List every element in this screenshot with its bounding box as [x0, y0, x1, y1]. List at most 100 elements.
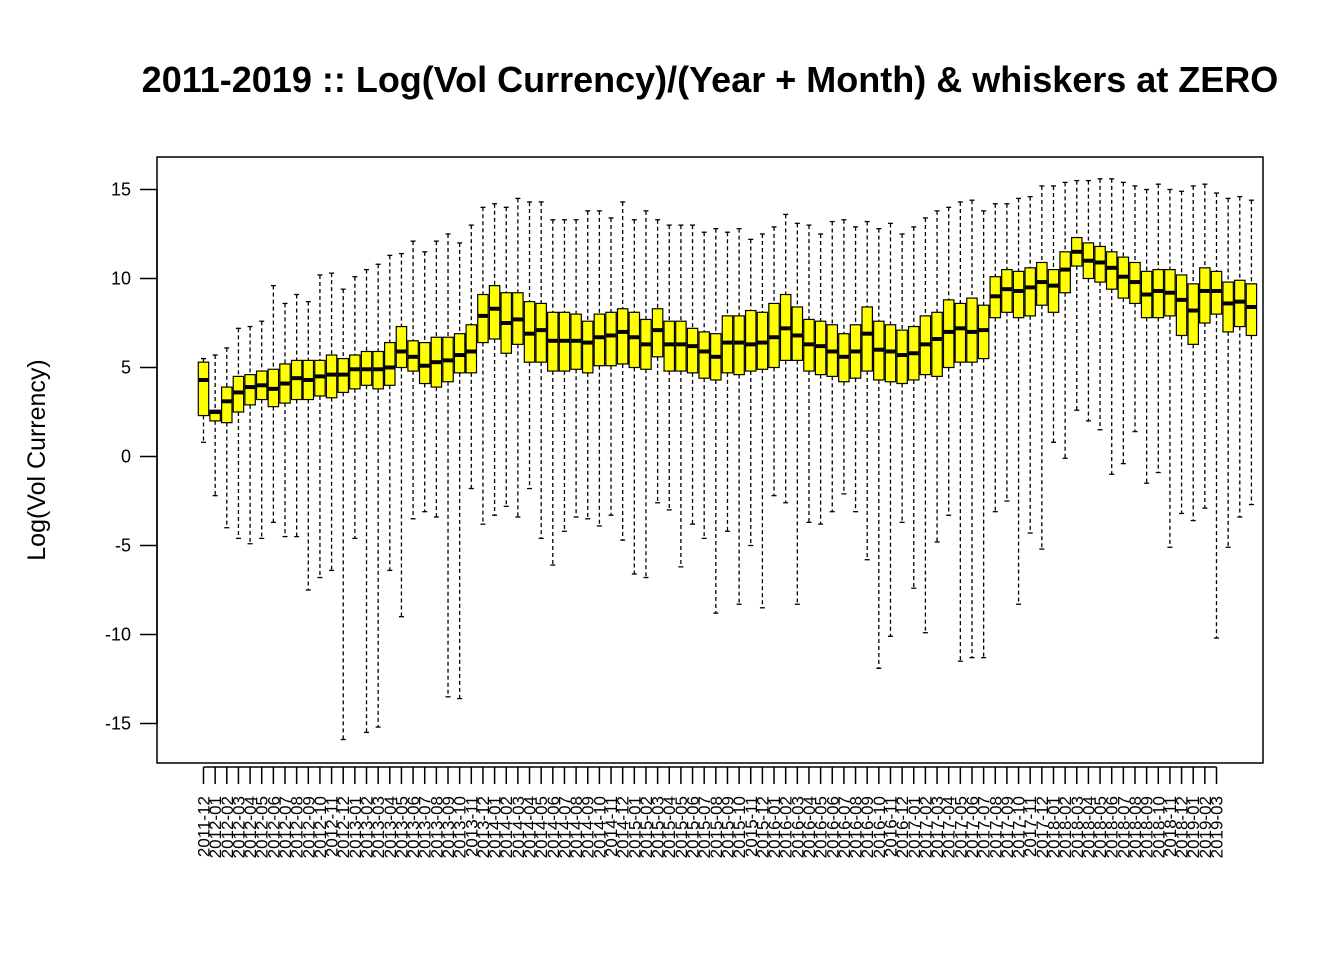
- box-2013-12: [477, 206, 489, 525]
- x-tick-label: 2017-01: [905, 796, 924, 858]
- x-tick-label: 2017-04: [940, 796, 959, 858]
- box-iqr: [651, 308, 664, 358]
- box-iqr: [383, 341, 396, 386]
- box-2016-04: [803, 224, 815, 524]
- box-2017-08: [989, 203, 1002, 513]
- box-iqr: [1059, 251, 1071, 294]
- box-2017-09: [1001, 203, 1013, 502]
- x-tick-label: 2015-04: [660, 796, 679, 858]
- x-axis: 2011-122012-012012-022012-032012-042012-…: [195, 766, 1227, 858]
- box-2012-06: [267, 284, 280, 524]
- x-tick-label: 2015-09: [718, 796, 737, 858]
- x-tick-label: 2017-10: [1010, 796, 1029, 858]
- box-2012-11: [325, 272, 338, 572]
- box-iqr: [349, 354, 361, 390]
- box-2012-04: [244, 325, 256, 545]
- x-tick-label: 2017-06: [963, 796, 982, 858]
- box-2014-12: [616, 201, 629, 541]
- x-tick-label: 2011-12: [195, 796, 214, 857]
- box-2012-09: [302, 300, 315, 591]
- x-tick-label: 2012-10: [311, 796, 330, 858]
- box-2011-12: [197, 357, 210, 443]
- x-tick-label: 2015-02: [637, 796, 656, 858]
- box-2019-02: [1199, 183, 1211, 509]
- box-2015-01: [628, 219, 641, 575]
- box-2018-10: [1152, 183, 1165, 474]
- box-iqr: [686, 327, 699, 374]
- box-iqr: [197, 361, 210, 417]
- box-iqr: [220, 386, 233, 424]
- box-2017-03: [931, 210, 943, 543]
- box-2016-09: [861, 220, 873, 561]
- box-iqr: [1187, 283, 1200, 345]
- box-2018-04: [1082, 179, 1095, 422]
- x-tick-label: 2013-04: [381, 796, 400, 858]
- box-2015-04: [663, 224, 676, 511]
- x-tick-label: 2019-02: [1196, 796, 1215, 858]
- box-2012-12: [337, 288, 350, 741]
- box-undefined: [1222, 197, 1234, 548]
- x-tick-label: 2018-09: [1138, 796, 1157, 858]
- box-iqr: [954, 302, 967, 363]
- x-tick-label: 2018-02: [1056, 796, 1075, 858]
- box-2014-09: [581, 210, 594, 520]
- x-tick-label: 2017-11: [1021, 796, 1040, 857]
- box-2014-08: [570, 219, 582, 518]
- y-axis-label: Log(Vol Currency): [23, 359, 51, 560]
- box-2016-10: [873, 228, 885, 669]
- box-iqr: [698, 331, 710, 379]
- x-tick-label: 2012-03: [229, 796, 248, 858]
- box-2013-10: [453, 242, 466, 700]
- box-iqr: [418, 341, 431, 385]
- box-2015-09: [721, 231, 734, 532]
- x-tick-label: 2019-01: [1184, 796, 1203, 858]
- x-tick-label: 2016-01: [765, 796, 784, 858]
- x-tick-label: 2014-08: [567, 796, 586, 858]
- x-tick-label: 2014-09: [579, 796, 598, 858]
- x-tick-label: 2018-03: [1068, 796, 1087, 858]
- x-tick-label: 2017-03: [928, 796, 947, 858]
- x-tick-label: 2014-03: [509, 796, 528, 858]
- box-iqr: [465, 324, 478, 374]
- x-tick-label: 2012-07: [276, 796, 295, 858]
- box-2015-08: [710, 228, 722, 614]
- box-2018-06: [1105, 178, 1118, 475]
- box-2013-06: [407, 240, 419, 520]
- box-iqr: [628, 311, 641, 369]
- box-2012-07: [279, 302, 291, 538]
- y-tick-label: -5: [115, 536, 131, 556]
- box-2015-03: [651, 219, 664, 504]
- x-tick-label: 2012-12: [334, 796, 353, 858]
- x-tick-label: 2018-05: [1091, 796, 1110, 858]
- box-2018-08: [1129, 185, 1141, 433]
- box-2016-01: [768, 226, 780, 497]
- box-iqr: [1047, 269, 1060, 313]
- x-tick-label: 2012-02: [218, 796, 237, 858]
- x-tick-label: 2017-08: [986, 796, 1005, 858]
- y-tick-label: 0: [121, 447, 131, 467]
- box-iqr: [535, 302, 547, 363]
- x-tick-label: 2014-01: [486, 796, 505, 858]
- x-tick-label: 2015-01: [625, 796, 644, 858]
- box-2014-11: [605, 217, 617, 516]
- x-tick-label: 2014-05: [532, 796, 551, 858]
- x-tick-label: 2018-08: [1126, 796, 1145, 858]
- box-iqr: [1012, 270, 1025, 319]
- box-2013-11: [465, 224, 478, 490]
- x-tick-label: 2013-05: [392, 796, 411, 858]
- box-2014-06: [547, 219, 559, 566]
- y-tick-label: -10: [105, 625, 131, 645]
- box-2013-08: [430, 240, 443, 518]
- y-tick-label: 5: [121, 358, 131, 378]
- box-2017-07: [977, 210, 990, 659]
- box-iqr: [1152, 269, 1165, 319]
- box-2018-11: [1164, 188, 1176, 548]
- x-tick-label: 2013-02: [358, 796, 377, 858]
- box-iqr: [488, 285, 501, 340]
- y-axis: -15 -10 -5 0 5 10 15: [105, 180, 158, 734]
- x-tick-label: 2012-06: [264, 796, 283, 858]
- x-tick-label: 2018-12: [1173, 796, 1192, 858]
- chart-title: 2011-2019 :: Log(Vol Currency)/(Year + M…: [142, 59, 1279, 100]
- box-iqr: [744, 309, 757, 372]
